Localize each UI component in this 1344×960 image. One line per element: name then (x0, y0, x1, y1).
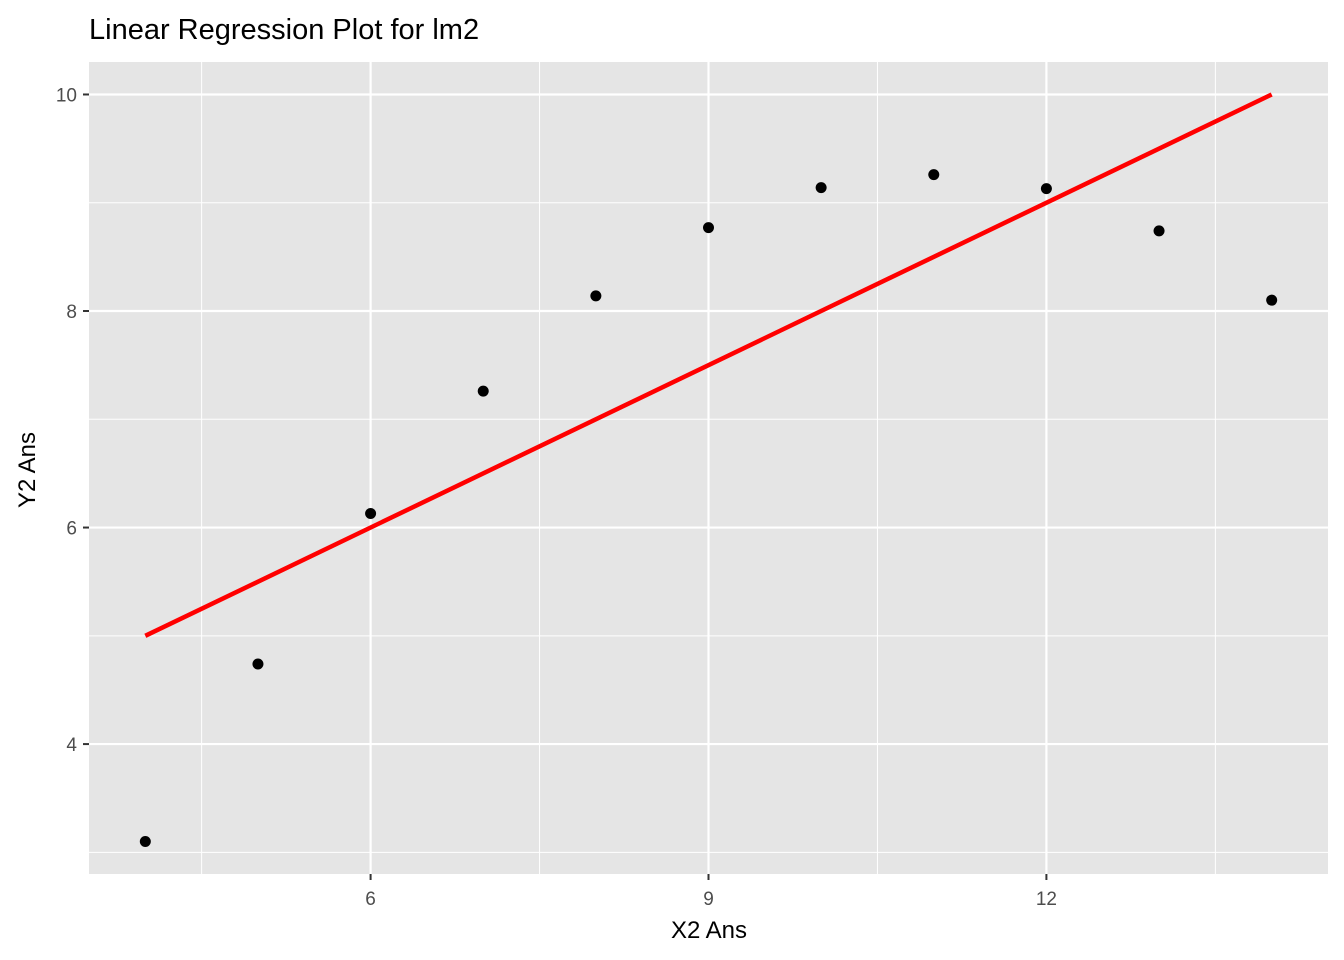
data-point (815, 182, 827, 194)
x-axis-title: X2 Ans (671, 917, 747, 944)
major-gridlines (89, 62, 1328, 874)
y-tick-label: 4 (66, 735, 77, 756)
data-point (1040, 183, 1052, 195)
data-point (703, 222, 714, 234)
y-tick-label: 10 (56, 85, 77, 106)
data-point (139, 836, 151, 848)
y-axis: 4 6 8 10 (56, 85, 89, 756)
data-point (1266, 294, 1278, 306)
data-point (928, 169, 940, 181)
y-axis-title: Y2 Ans (14, 432, 41, 508)
data-point (365, 507, 377, 519)
data-point (252, 658, 264, 670)
y-tick-label: 8 (66, 302, 77, 323)
data-point (1153, 225, 1165, 237)
y-tick-label: 6 (66, 519, 77, 540)
x-axis: 6 9 12 (365, 874, 1057, 910)
data-point (590, 290, 602, 302)
regression-line-group (144, 92, 1273, 638)
x-tick-label: 6 (365, 889, 376, 910)
chart-title: Linear Regression Plot for lm2 (89, 14, 479, 46)
regression-line (144, 92, 1273, 638)
data-points (139, 169, 1278, 848)
x-tick-label: 12 (1036, 889, 1057, 910)
data-point (477, 385, 489, 397)
x-tick-label: 9 (703, 889, 714, 910)
